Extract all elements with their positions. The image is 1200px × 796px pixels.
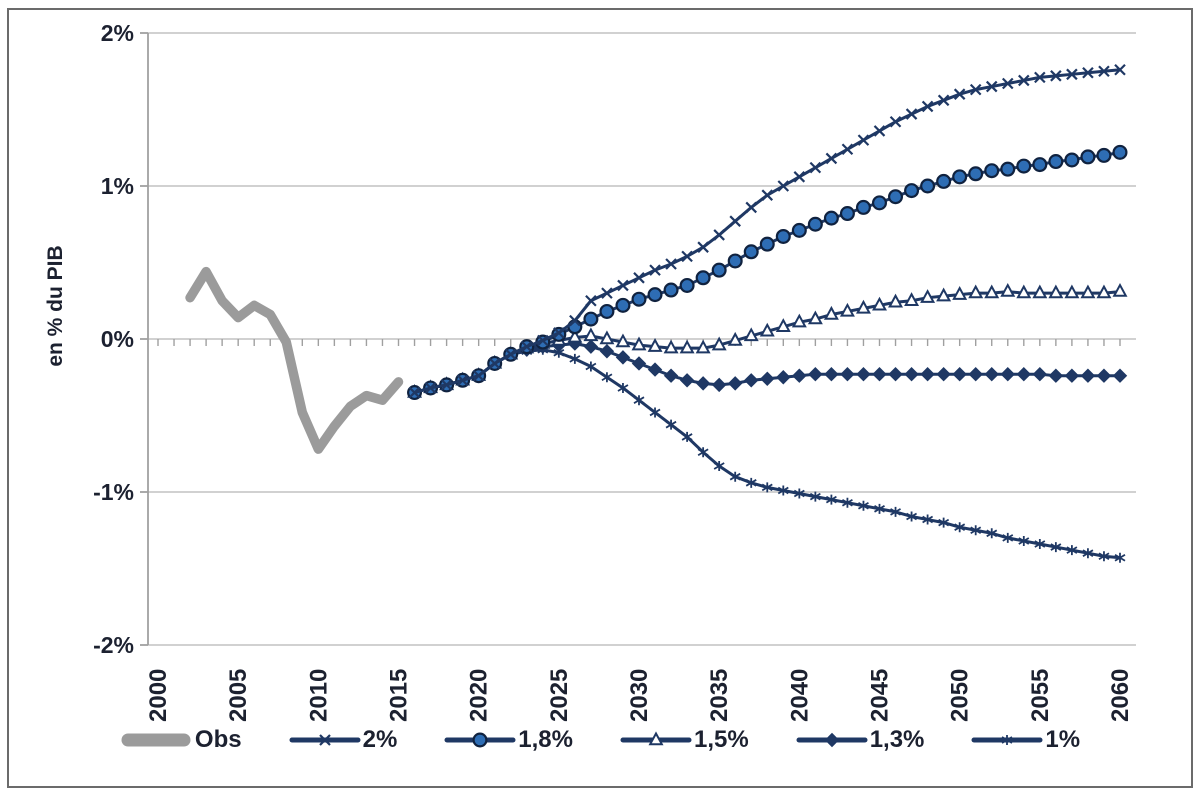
y-tick-label: 0%: [101, 326, 134, 352]
series-obs: [185, 266, 404, 454]
legend-label: 1,8%: [518, 726, 573, 753]
legend-label: 2%: [362, 726, 398, 753]
legend-item-1pct: 1%: [970, 726, 1080, 754]
chart-outer-border: [7, 8, 1193, 788]
circle-marker-swatch-icon: [444, 732, 516, 748]
y-tick-label: -2%: [93, 632, 134, 658]
diamond-marker-swatch-icon: [796, 732, 868, 748]
x-tick-label: 2010: [305, 669, 332, 722]
gridlines: [148, 32, 1136, 646]
y-tick-label: 1%: [101, 173, 134, 199]
legend-label: 1,5%: [693, 726, 749, 753]
series-2pct: [408, 63, 1126, 399]
legend-label: 1%: [1045, 726, 1081, 753]
star-marker-swatch-icon: [971, 735, 1043, 745]
x-tick-label: 2000: [145, 669, 172, 722]
axis-tick-labels: 2% 1% 0% -1% -2% 2000 2005 2010 2015 2020 2025 2030…: [93, 20, 1134, 722]
legend-item-obs: Obs: [120, 726, 242, 754]
y-tick-label: 2%: [101, 20, 134, 46]
chart-legend: Obs 2% 1,8% 1,5% 1,3% 1%: [0, 726, 1200, 754]
x-tick-label: 2030: [626, 669, 653, 722]
x-tick-label: 2015: [385, 669, 412, 722]
x-tick-label: 2045: [866, 669, 893, 722]
x-tick-label: 2055: [1027, 669, 1054, 722]
triangle-marker-swatch-icon: [620, 731, 692, 746]
x-tick-label: 2025: [546, 669, 573, 722]
x-tick-label: 2005: [225, 669, 252, 722]
legend-item-1-3pct: 1,3%: [795, 726, 925, 754]
x-marker-swatch-icon: [289, 734, 361, 746]
legend-label: Obs: [194, 726, 242, 753]
x-tick-label: 2050: [947, 669, 974, 722]
legend-item-1-5pct: 1,5%: [619, 726, 749, 754]
x-tick-label: 2040: [786, 669, 813, 722]
legend-label: 1,3%: [869, 726, 925, 753]
y-tick-label: -1%: [93, 479, 134, 505]
obs-line-swatch-icon: [121, 733, 191, 747]
x-tick-label: 2020: [466, 669, 493, 722]
series-13pct: [407, 336, 1128, 400]
legend-item-2pct: 2%: [288, 726, 398, 754]
data-series: [185, 63, 1128, 563]
series-18pct: [407, 144, 1128, 401]
y-axis-title: en % du PIB: [44, 245, 67, 366]
x-tick-label: 2060: [1107, 669, 1134, 722]
x-tick-label: 2035: [706, 669, 733, 722]
legend-item-1-8pct: 1,8%: [443, 726, 573, 754]
